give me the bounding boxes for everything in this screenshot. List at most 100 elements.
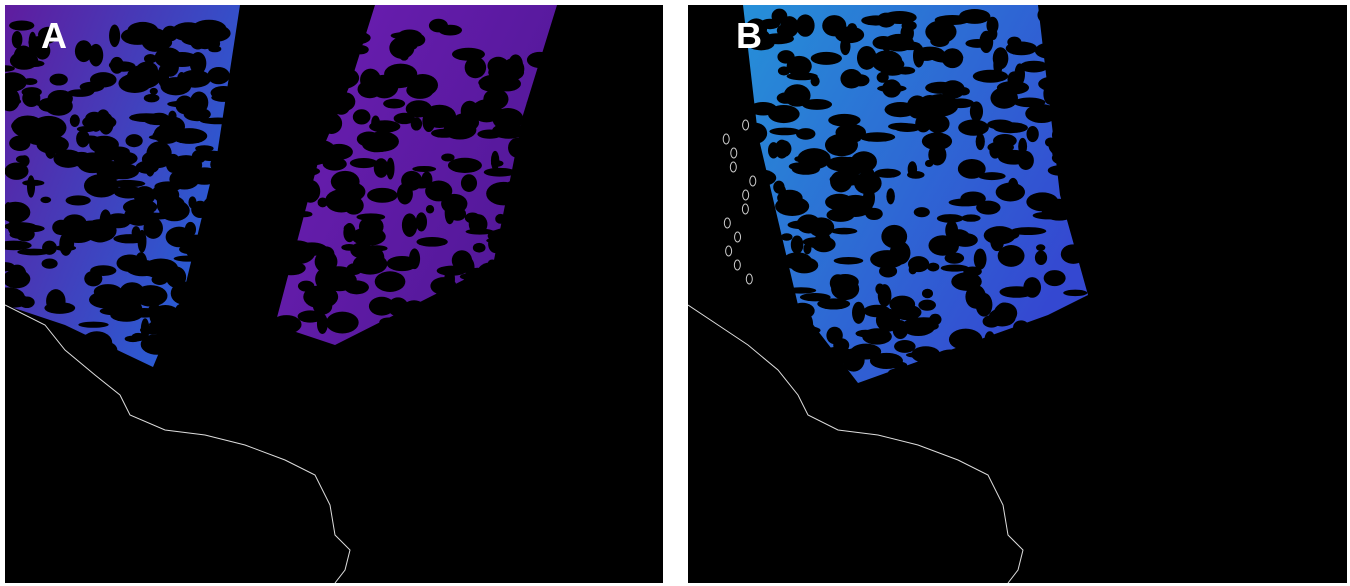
- cloud-gap: [441, 193, 468, 214]
- island: [723, 217, 731, 229]
- cloud-gap: [528, 223, 550, 239]
- cloud-gap: [460, 174, 478, 192]
- cloud-gap: [1048, 30, 1077, 38]
- cloud-gap: [995, 182, 1025, 202]
- cloud-gap: [326, 311, 359, 334]
- cloud-gap: [742, 122, 768, 144]
- cloud-gap: [833, 338, 850, 353]
- cloud-gap: [879, 264, 898, 278]
- cloud-gap: [525, 111, 552, 136]
- cloud-gap: [5, 293, 30, 308]
- cloud-gap: [5, 222, 37, 231]
- cloud-gap: [430, 277, 457, 295]
- cloud-gap: [1025, 104, 1058, 124]
- cloud-gap: [1060, 177, 1072, 194]
- cloud-gap: [833, 256, 864, 265]
- cloud-gap: [526, 98, 559, 108]
- cloud-gap: [494, 93, 503, 111]
- cloud-gap: [780, 233, 793, 241]
- cloud-gap: [1042, 358, 1072, 377]
- cloud-gap: [120, 27, 154, 45]
- cloud-gap: [67, 89, 93, 97]
- cloud-gap: [379, 317, 398, 327]
- cloud-gap: [314, 250, 338, 274]
- cloud-gap: [412, 165, 437, 173]
- cloud-gap: [796, 14, 815, 37]
- cloud-gap: [5, 262, 15, 272]
- cloud-gap: [281, 195, 307, 205]
- cloud-gap: [915, 114, 932, 133]
- cloud-gap: [810, 51, 842, 65]
- coastline: [688, 304, 1024, 583]
- cloud-gap: [828, 113, 861, 127]
- cloud-gap: [972, 69, 1009, 83]
- cloud-gap: [777, 50, 795, 64]
- cloud-gap: [764, 221, 773, 243]
- cloud-gap: [504, 181, 517, 198]
- cloud-gap: [441, 153, 455, 162]
- cloud-gap: [932, 356, 967, 381]
- cloud-gap: [22, 179, 45, 187]
- cloud-gap: [852, 301, 866, 324]
- cloud-gap: [1014, 63, 1025, 86]
- cloud-gap: [488, 62, 525, 82]
- cloud-gap: [421, 171, 433, 188]
- cloud-gap: [909, 317, 939, 325]
- cloud-gap: [989, 144, 1001, 159]
- cloud-gap: [297, 310, 323, 323]
- cloud-gap: [46, 289, 66, 313]
- coastline: [5, 304, 351, 583]
- cloud-gap: [869, 332, 892, 343]
- cloud-gap: [459, 273, 480, 280]
- cloud-gap: [465, 228, 494, 235]
- cloud-gap: [830, 227, 858, 235]
- cloud-gap: [159, 199, 190, 222]
- cloud-gap: [948, 328, 983, 351]
- cloud-gap: [908, 256, 930, 273]
- cloud-gap: [785, 254, 796, 262]
- cloud-gap: [9, 135, 31, 152]
- cloud-gap: [775, 140, 792, 158]
- cloud-gap: [367, 187, 398, 203]
- cloud-gap: [986, 16, 999, 35]
- cloud-gap: [343, 223, 356, 243]
- cloud-gap: [877, 284, 892, 307]
- cloud-gap: [944, 252, 965, 264]
- cloud-gap: [1063, 289, 1088, 297]
- cloud-gap: [415, 212, 428, 232]
- cloud-gap: [874, 168, 901, 178]
- cloud-gap: [19, 318, 47, 338]
- cloud-gap: [188, 196, 197, 209]
- cloud-gap: [53, 149, 84, 168]
- cloud-gap: [202, 195, 228, 216]
- cloud-gap: [303, 285, 339, 309]
- cloud-gap: [992, 47, 1009, 70]
- cloud-gap: [786, 363, 803, 384]
- cloud-gap: [44, 96, 73, 116]
- cloud-gap: [888, 361, 908, 369]
- cloud-gap: [940, 264, 969, 272]
- cloud-gap: [143, 93, 160, 103]
- cloud-gap: [118, 73, 152, 93]
- cloud-gap: [114, 290, 135, 301]
- cloud-gap: [153, 124, 181, 144]
- cloud-gap: [952, 233, 978, 247]
- cloud-gap: [193, 202, 207, 217]
- cloud-gap: [315, 268, 334, 290]
- cloud-gap: [826, 156, 859, 172]
- cloud-gap: [77, 152, 108, 174]
- cloud-gap: [934, 14, 971, 25]
- cloud-gap: [97, 109, 110, 123]
- cloud-gap: [895, 66, 916, 75]
- cloud-gap: [208, 45, 222, 53]
- cloud-gap: [794, 155, 811, 163]
- cloud-gap: [148, 304, 162, 316]
- cloud-gap: [965, 284, 986, 309]
- cloud-gap: [996, 302, 1012, 318]
- island: [741, 203, 749, 215]
- cloud-gap: [927, 262, 940, 272]
- cloud-gap: [790, 257, 819, 274]
- cloud-gap: [1060, 244, 1086, 264]
- cloud-gap: [930, 35, 950, 48]
